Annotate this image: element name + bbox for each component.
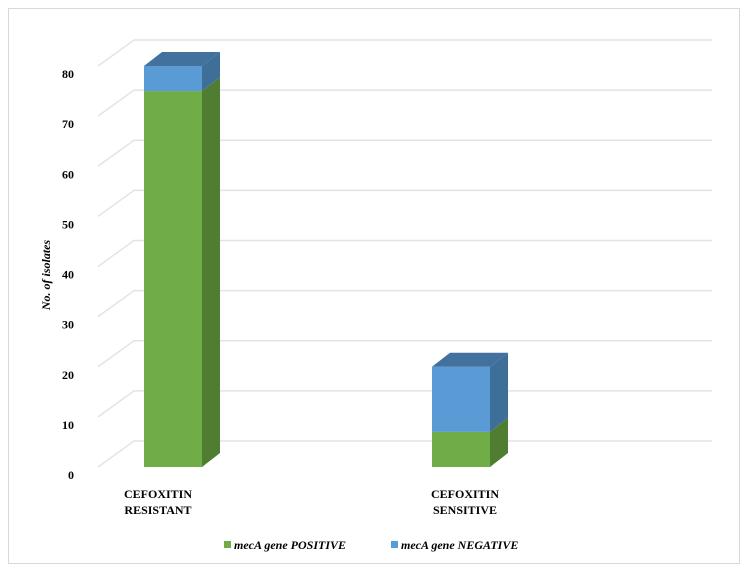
bar-1-series-0 bbox=[432, 417, 508, 467]
category-label-line1: CEFOXITIN bbox=[124, 487, 192, 501]
gridline bbox=[97, 239, 712, 268]
gridline bbox=[97, 89, 712, 117]
y-tick-label: 70 bbox=[62, 117, 74, 131]
gridline bbox=[97, 39, 712, 67]
category-label-line2: SENSITIVE bbox=[433, 503, 497, 517]
y-tick-label: 10 bbox=[62, 418, 74, 432]
y-tick-label: 20 bbox=[62, 368, 74, 382]
gridline bbox=[97, 340, 712, 368]
gridline bbox=[97, 390, 712, 418]
y-axis-label: No. of isolates bbox=[39, 240, 53, 312]
category-label-line2: RESISTANT bbox=[124, 503, 191, 517]
gridlines bbox=[97, 39, 712, 468]
bar-0-series-1 bbox=[144, 52, 220, 92]
y-tick-label: 60 bbox=[62, 167, 74, 181]
legend: mecA gene POSITIVE mecA gene NEGATIVE bbox=[224, 538, 518, 552]
y-tick-label: 80 bbox=[62, 67, 74, 81]
bar-1-series-1 bbox=[432, 352, 508, 432]
gridline bbox=[97, 139, 712, 167]
gridline bbox=[97, 189, 712, 217]
y-tick-label: 0 bbox=[68, 468, 74, 482]
legend-label-1: mecA gene NEGATIVE bbox=[401, 538, 518, 552]
legend-label-0: mecA gene POSITIVE bbox=[234, 538, 346, 552]
y-tick-label: 40 bbox=[62, 268, 74, 282]
chart-frame bbox=[8, 8, 740, 564]
y-axis-ticks: 0 10 20 30 40 50 60 70 80 bbox=[62, 67, 74, 482]
bar-0-series-0 bbox=[144, 77, 220, 467]
category-label-line1: CEFOXITIN bbox=[431, 487, 499, 501]
y-tick-label: 50 bbox=[62, 217, 74, 231]
gridline bbox=[97, 289, 712, 318]
category-labels: CEFOXITIN RESISTANT CEFOXITIN SENSITIVE bbox=[124, 487, 499, 517]
gridline bbox=[97, 440, 712, 468]
bars bbox=[144, 52, 508, 467]
legend-swatch-1 bbox=[391, 541, 398, 548]
y-tick-label: 30 bbox=[62, 318, 74, 332]
legend-swatch-0 bbox=[224, 541, 231, 548]
